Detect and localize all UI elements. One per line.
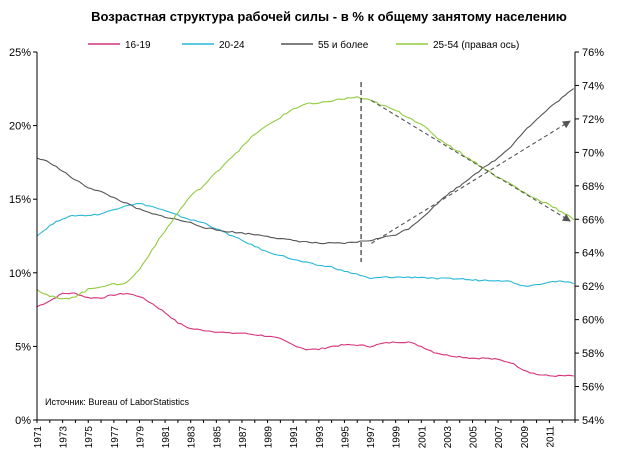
legend-label: 25-54 (правая ось) (433, 40, 519, 51)
x-tick-label: 1987 (238, 426, 249, 449)
y-right-tick-label: 74% (582, 80, 604, 92)
y-right-tick-label: 62% (582, 281, 604, 293)
x-tick-label: 2003 (443, 426, 454, 449)
x-tick-label: 2001 (417, 426, 428, 449)
legend-label: 20-24 (219, 40, 245, 51)
y-right-tick-label: 66% (582, 214, 604, 226)
legend-entry-2: 55 и более (281, 39, 369, 51)
x-tick-label: 2005 (469, 426, 480, 449)
x-tick-label: 1991 (289, 426, 300, 449)
x-tick-label: 1983 (187, 426, 198, 449)
x-tick-label: 1973 (59, 426, 70, 449)
y-left-tick-label: 20% (9, 121, 31, 133)
x-tick-label: 1971 (33, 426, 44, 449)
x-tick-label: 1999 (392, 426, 403, 449)
source-note: Источник: Bureau of LaborStatistics (45, 397, 189, 407)
x-tick-label: 1989 (264, 426, 275, 449)
x-tick-label: 1985 (212, 426, 223, 449)
legend-entry-0: 16-19 (88, 40, 151, 51)
chart-title: Возрастная структура рабочей силы - в % … (91, 9, 567, 24)
x-tick-label: 1979 (135, 426, 146, 449)
plot-area (36, 82, 575, 377)
legend-label: 55 и более (318, 39, 369, 51)
y-right-tick-label: 64% (582, 248, 604, 260)
legend-entry-3: 25-54 (правая ось) (396, 40, 519, 51)
y-left-tick-label: 10% (9, 268, 31, 280)
x-tick-label: 2011 (545, 426, 556, 448)
y-left-tick-label: 15% (9, 194, 31, 206)
y-left-tick-label: 5% (15, 341, 31, 353)
y-right-tick-label: 60% (582, 315, 604, 327)
x-tick-label: 1995 (340, 426, 351, 449)
x-tick-label: 1997 (366, 426, 377, 449)
y-right-tick-label: 68% (582, 181, 604, 193)
axes: 0% 5% 10% 15% 20% 25% 54% 56% 58% 60% 62% 64% 66% 68%… (9, 47, 604, 448)
y-right-tick-label: 54% (582, 415, 604, 427)
x-tick-label: 1975 (84, 426, 95, 449)
x-tick-label: 2009 (520, 426, 531, 449)
x-tick-label: 1993 (315, 426, 326, 449)
trend-arrow-down (371, 100, 571, 222)
series-line-0 (36, 292, 574, 377)
y-left-tick-label: 25% (9, 47, 31, 59)
series-line-2 (36, 88, 575, 245)
y-right-tick-label: 72% (582, 114, 604, 126)
legend-entry-1: 20-24 (182, 40, 245, 51)
x-tick-label: 1981 (161, 426, 172, 449)
legend-label: 16-19 (125, 40, 151, 51)
series-line-1 (36, 202, 574, 287)
x-tick-label: 1977 (110, 426, 121, 449)
series-line-3 (36, 96, 575, 300)
trend-arrow-up (371, 120, 571, 244)
y-right-tick-label: 56% (582, 382, 604, 394)
y-right-tick-label: 58% (582, 348, 604, 360)
y-right-tick-label: 70% (582, 147, 604, 159)
x-tick-label: 2007 (494, 426, 505, 449)
y-right-tick-label: 76% (582, 47, 604, 59)
y-left-tick-label: 0% (15, 415, 31, 427)
legend: 16-19 20-24 55 и более 25-54 (правая ось) (88, 39, 519, 51)
